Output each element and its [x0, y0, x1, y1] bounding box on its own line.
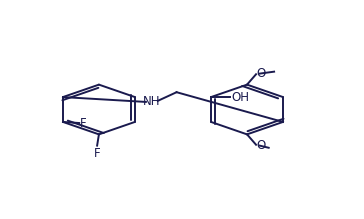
Text: OH: OH: [231, 91, 249, 104]
Text: O: O: [257, 67, 266, 80]
Text: F: F: [80, 117, 87, 129]
Text: NH: NH: [143, 95, 160, 108]
Text: F: F: [94, 147, 100, 160]
Text: O: O: [257, 139, 266, 152]
